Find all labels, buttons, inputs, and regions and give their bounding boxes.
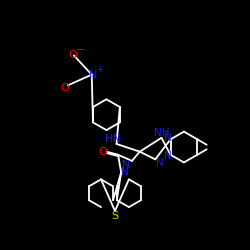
Text: N: N: [156, 158, 164, 168]
Text: −: −: [76, 45, 84, 55]
Text: N: N: [164, 133, 171, 143]
Text: S: S: [112, 211, 118, 221]
Text: NH: NH: [154, 128, 169, 138]
Text: N: N: [89, 70, 98, 80]
Text: O: O: [60, 83, 69, 93]
Text: N: N: [122, 160, 130, 170]
Text: O: O: [98, 147, 107, 157]
Text: HN: HN: [105, 134, 120, 144]
Text: N: N: [121, 168, 129, 177]
Text: +: +: [96, 65, 103, 74]
Text: N: N: [164, 151, 171, 161]
Text: O: O: [68, 50, 77, 60]
